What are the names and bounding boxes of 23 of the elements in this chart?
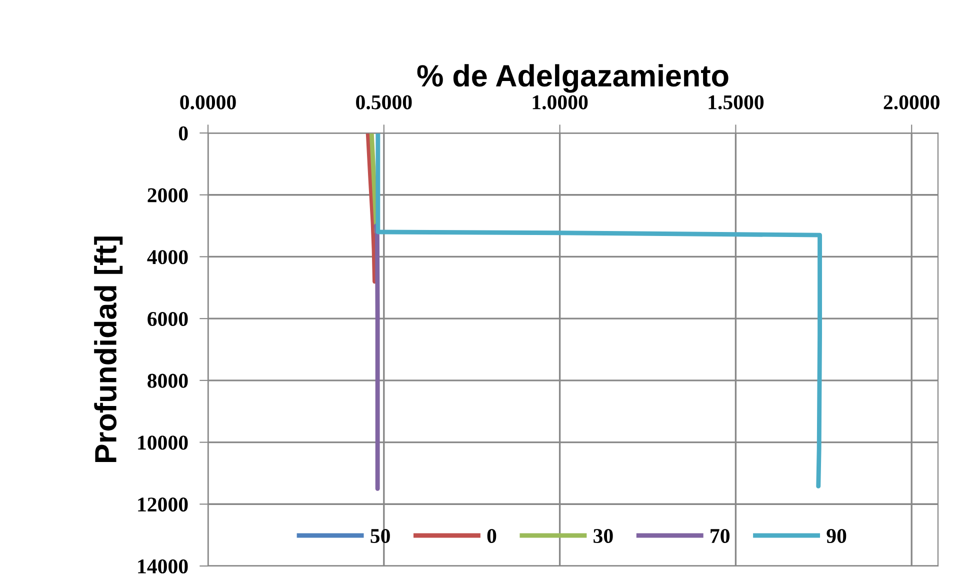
x-tick-label: 2.0000: [884, 95, 940, 110]
y-tick-label: 10000: [138, 436, 188, 450]
y-tick-label: 6000: [148, 312, 188, 326]
legend-label: 0: [487, 528, 496, 544]
y-tick-label: 0: [178, 126, 188, 140]
y-tick-label: 12000: [138, 498, 188, 512]
y-tick-label: 2000: [148, 188, 188, 202]
y-axis-title: Profundidad [ft]: [94, 236, 123, 462]
y-tick-label: 8000: [148, 374, 188, 388]
y-tick-label: 14000: [138, 559, 188, 574]
x-axis-title: % de Adelgazamiento: [417, 64, 728, 93]
line-series: [366, 133, 377, 284]
line-series: [374, 224, 380, 491]
legend-label: 70: [710, 528, 730, 544]
x-tick-label: 0.0000: [180, 95, 236, 110]
x-tick-label: 1.5000: [708, 95, 764, 110]
legend-label: 30: [594, 528, 613, 544]
line-series: [376, 133, 822, 488]
y-tick-label: 4000: [147, 250, 188, 264]
legend-label: 90: [826, 528, 846, 544]
x-tick-label: 0.5000: [356, 95, 412, 110]
x-tick-label: 1.0000: [532, 95, 588, 110]
legend-label: 50: [370, 528, 390, 544]
